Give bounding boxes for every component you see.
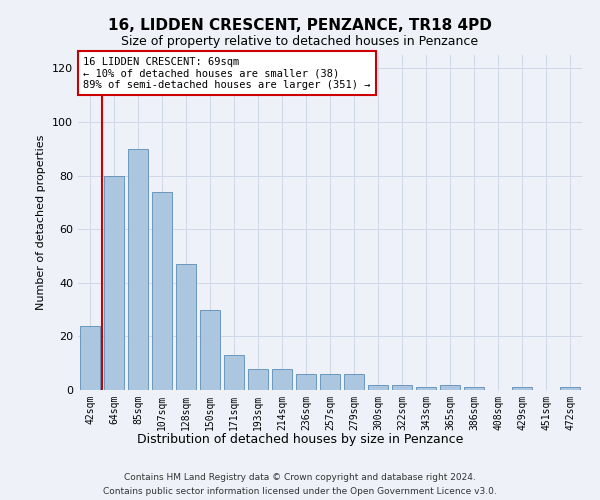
Bar — [248, 368, 268, 390]
Text: Distribution of detached houses by size in Penzance: Distribution of detached houses by size … — [137, 432, 463, 446]
Bar — [560, 388, 580, 390]
Bar — [512, 388, 532, 390]
Text: Contains HM Land Registry data © Crown copyright and database right 2024.: Contains HM Land Registry data © Crown c… — [124, 472, 476, 482]
Y-axis label: Number of detached properties: Number of detached properties — [37, 135, 46, 310]
Bar — [224, 355, 244, 390]
Bar — [176, 264, 196, 390]
Text: Contains public sector information licensed under the Open Government Licence v3: Contains public sector information licen… — [103, 488, 497, 496]
Bar — [296, 374, 316, 390]
Bar — [80, 326, 100, 390]
Text: 16 LIDDEN CRESCENT: 69sqm
← 10% of detached houses are smaller (38)
89% of semi-: 16 LIDDEN CRESCENT: 69sqm ← 10% of detac… — [83, 56, 371, 90]
Bar — [320, 374, 340, 390]
Bar — [200, 310, 220, 390]
Bar — [464, 388, 484, 390]
Bar — [416, 388, 436, 390]
Bar — [368, 384, 388, 390]
Bar — [272, 368, 292, 390]
Bar — [128, 149, 148, 390]
Bar — [104, 176, 124, 390]
Bar — [392, 384, 412, 390]
Text: Size of property relative to detached houses in Penzance: Size of property relative to detached ho… — [121, 35, 479, 48]
Bar — [440, 384, 460, 390]
Bar — [152, 192, 172, 390]
Bar — [344, 374, 364, 390]
Text: 16, LIDDEN CRESCENT, PENZANCE, TR18 4PD: 16, LIDDEN CRESCENT, PENZANCE, TR18 4PD — [108, 18, 492, 32]
